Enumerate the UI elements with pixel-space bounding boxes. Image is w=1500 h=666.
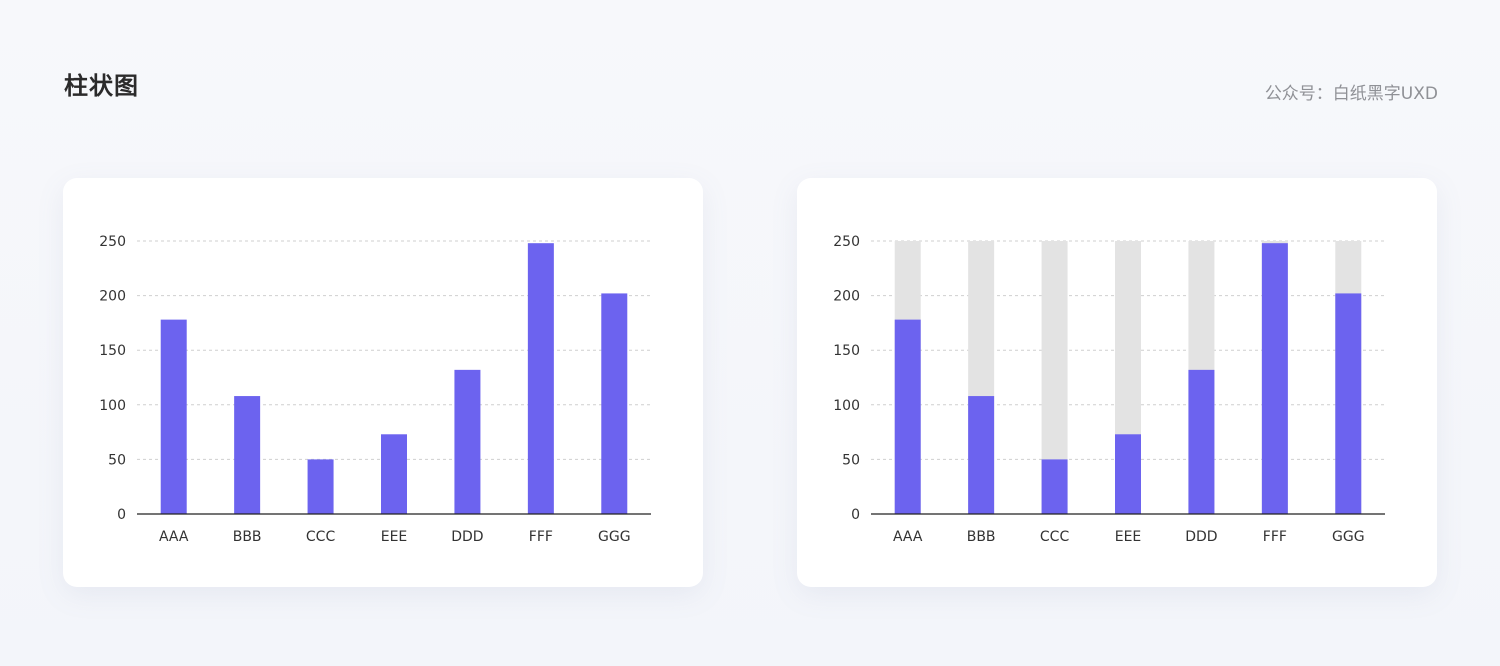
x-tick-label: CCC <box>306 529 336 545</box>
y-tick-label: 0 <box>851 507 860 523</box>
bar-chart-plain: 0 50 100 150 200 250 AAA BBB CCC EEE DDD FFF GGG <box>99 234 651 545</box>
bar <box>454 369 481 514</box>
bar <box>1335 293 1362 514</box>
page-title: 柱状图 <box>64 72 139 100</box>
y-tick-label: 250 <box>99 234 126 250</box>
x-tick-label: FFF <box>1263 529 1287 545</box>
bar <box>1041 459 1068 514</box>
x-tick-label: BBB <box>233 529 262 545</box>
y-tick-label: 200 <box>99 289 126 305</box>
bar <box>381 434 407 514</box>
y-tick-label: 50 <box>842 452 860 468</box>
bar <box>160 319 187 514</box>
bar <box>968 396 995 514</box>
x-tick-label: EEE <box>381 529 408 545</box>
y-tick-label: 150 <box>833 343 860 359</box>
x-tick-label: BBB <box>967 529 996 545</box>
bar <box>894 319 921 514</box>
y-tick-label: 0 <box>117 507 126 523</box>
x-tick-label: FFF <box>529 529 553 545</box>
y-tick-label: 100 <box>99 398 126 414</box>
x-tick-label: AAA <box>893 529 923 545</box>
bar-chart-card-with-track: 0 50 100 150 200 250 AAA BBB CCC EEE DDD FFF GGG <box>797 178 1437 587</box>
bar <box>527 243 554 514</box>
bar-chart-with-track: 0 50 100 150 200 250 AAA BBB CCC EEE DDD FFF GGG <box>833 234 1385 545</box>
bar <box>1261 243 1288 514</box>
bar <box>1115 434 1141 514</box>
page-credit: 公众号：白纸黑字UXD <box>1264 84 1438 104</box>
x-tick-label: DDD <box>451 529 483 545</box>
bar <box>601 293 628 514</box>
x-tick-label: EEE <box>1115 529 1142 545</box>
y-tick-label: 50 <box>108 452 126 468</box>
y-tick-label: 200 <box>833 289 860 305</box>
x-tick-label: CCC <box>1040 529 1070 545</box>
bar-chart-card-plain: 0 50 100 150 200 250 AAA BBB CCC EEE DDD FFF GGG <box>63 178 703 587</box>
bar <box>234 396 261 514</box>
bar <box>307 459 334 514</box>
y-tick-label: 150 <box>99 343 126 359</box>
x-tick-label: GGG <box>1332 529 1365 545</box>
bar <box>1188 369 1215 514</box>
x-tick-label: GGG <box>598 529 631 545</box>
x-tick-label: AAA <box>159 529 189 545</box>
x-tick-label: DDD <box>1185 529 1217 545</box>
y-tick-label: 100 <box>833 398 860 414</box>
y-tick-label: 250 <box>833 234 860 250</box>
